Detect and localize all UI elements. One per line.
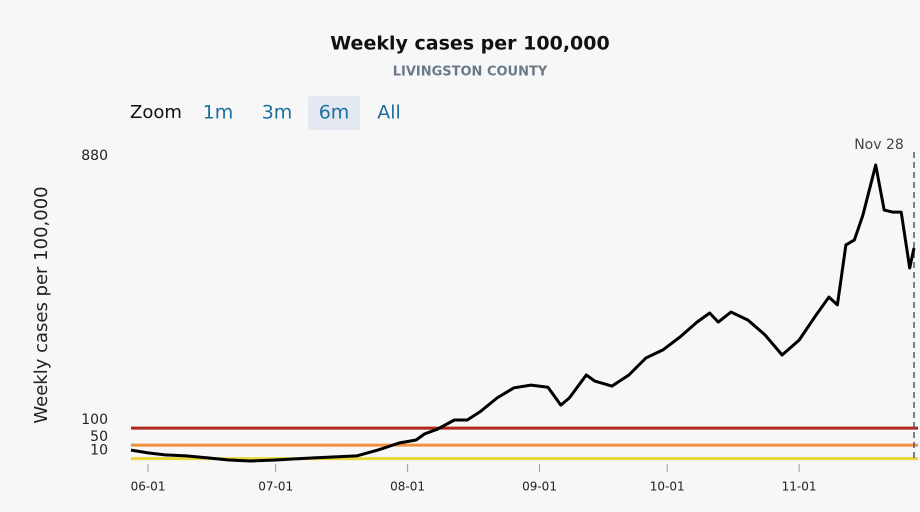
chart-subtitle: LIVINGSTON COUNTY (393, 65, 548, 80)
y-axis-title: Weekly cases per 100,000 (31, 186, 52, 423)
annotation: Nov 28 (854, 137, 904, 153)
y-tick-label: 880 (81, 148, 108, 164)
zoom-button[interactable]: All (377, 102, 401, 124)
data-line (130, 163, 916, 463)
zoom-label: Zoom (130, 102, 182, 123)
zoom-button[interactable]: 6m (319, 102, 350, 124)
y-tick-label: 50 (90, 429, 108, 445)
x-tick-label: 10-01 (650, 480, 685, 494)
zoom-button[interactable]: 3m (262, 102, 293, 124)
x-tick-label: 07-01 (258, 480, 293, 494)
x-tick-label: 06-01 (131, 480, 166, 494)
x-tick-label: 11-01 (782, 480, 817, 494)
zoom-button[interactable]: 1m (203, 102, 234, 124)
chart-title: Weekly cases per 100,000 (330, 33, 609, 55)
zoom-button-bg (308, 96, 360, 130)
y-tick-label: 100 (81, 412, 108, 428)
x-tick-label: 08-01 (390, 480, 425, 494)
y-tick-label: 10 (90, 443, 108, 459)
x-tick-label: 09-01 (522, 480, 557, 494)
